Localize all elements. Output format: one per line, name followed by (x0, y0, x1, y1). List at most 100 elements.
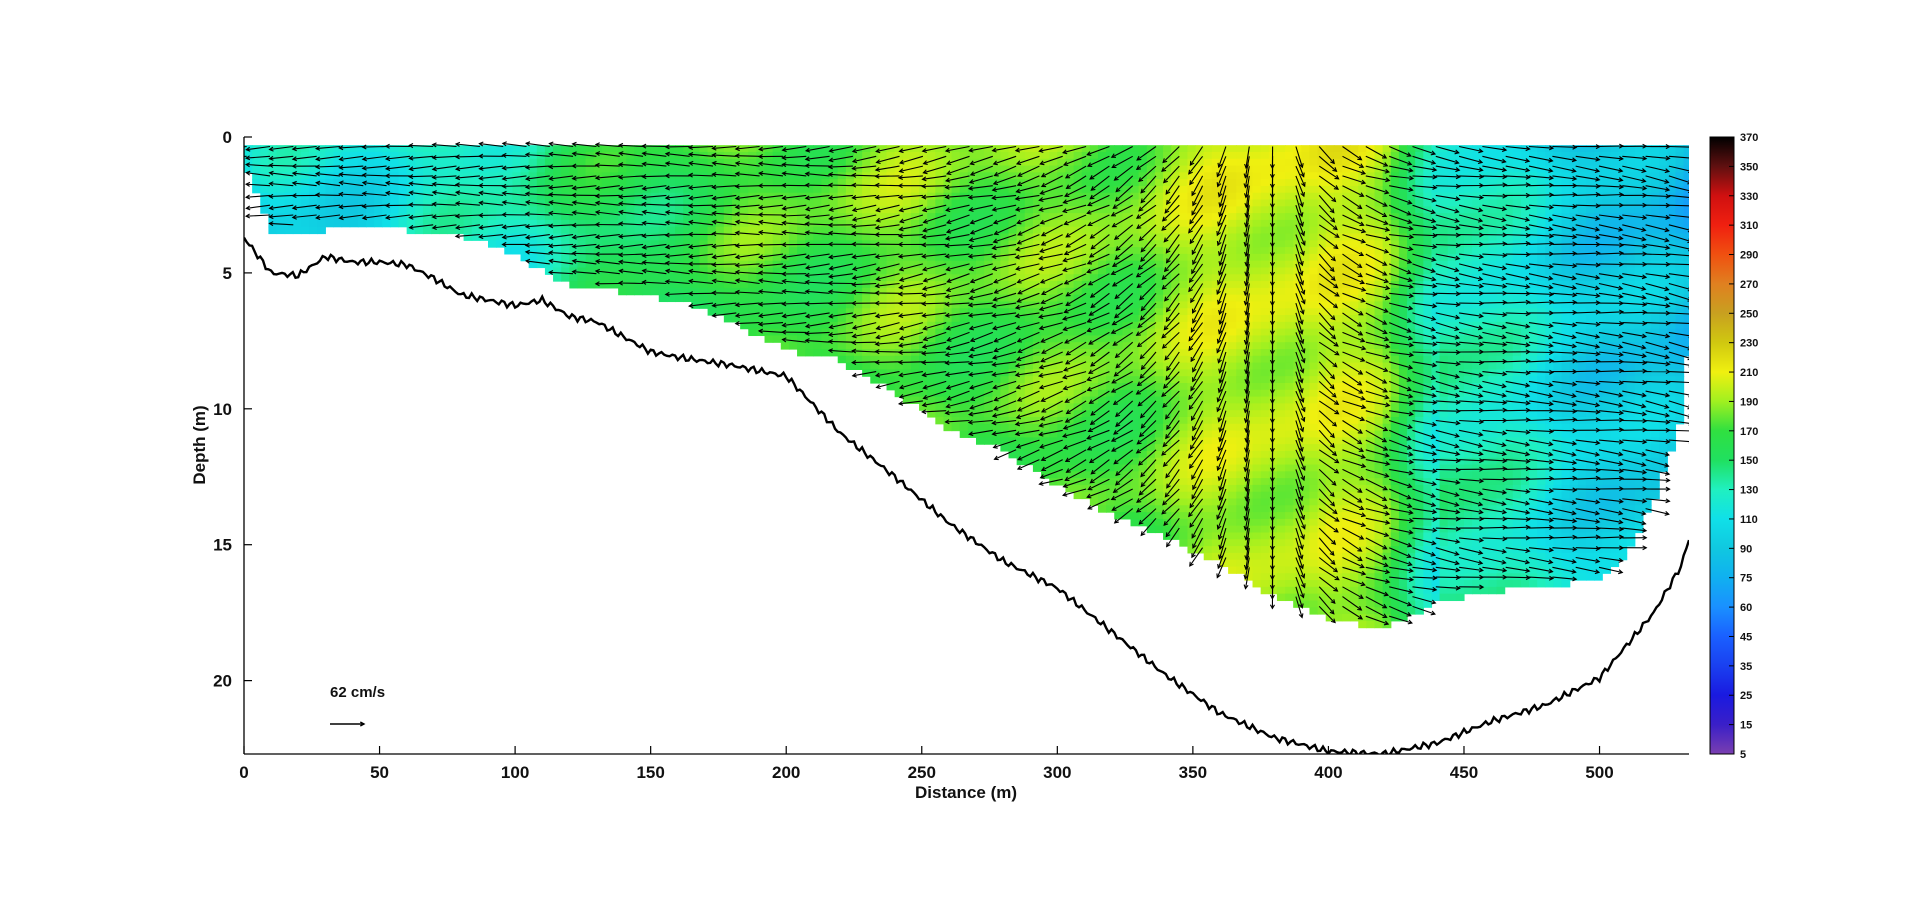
heatmap-cell (1374, 362, 1384, 370)
heatmap-cell (1285, 437, 1294, 445)
heatmap-cell (1350, 484, 1359, 493)
heatmap-cell (992, 240, 1001, 248)
heatmap-cell (431, 226, 440, 235)
heatmap-cell (967, 172, 977, 180)
heatmap-cell (1236, 484, 1245, 493)
heatmap-cell (1089, 335, 1099, 343)
heatmap-cell (1106, 484, 1115, 493)
heatmap-cell (1358, 226, 1367, 235)
heatmap-cell (1211, 382, 1221, 391)
heatmap-cell (748, 226, 757, 235)
heatmap-cell (927, 410, 936, 418)
heatmap-cell (1252, 498, 1262, 506)
heatmap-cell (601, 281, 611, 289)
heatmap-cell (805, 206, 814, 214)
heatmap-cell (422, 192, 432, 201)
heatmap-cell (406, 185, 416, 194)
heatmap-cell (723, 213, 733, 221)
heatmap-cell (699, 145, 709, 153)
heatmap-cell (1163, 376, 1172, 384)
heatmap-cell (1374, 546, 1384, 554)
heatmap-cell (919, 301, 928, 309)
heatmap-cell (1374, 335, 1384, 343)
heatmap-cell (1236, 362, 1245, 370)
heatmap-cell (544, 233, 554, 241)
heatmap-cell (1032, 342, 1042, 350)
heatmap-cell (910, 151, 920, 160)
heatmap-cell (1008, 328, 1018, 337)
heatmap-cell (1130, 294, 1140, 303)
heatmap-cell (1358, 308, 1367, 316)
heatmap-cell (601, 199, 611, 207)
heatmap-cell (1081, 478, 1091, 486)
heatmap-cell (829, 206, 839, 214)
heatmap-cell (1325, 281, 1335, 289)
heatmap-cell (1171, 172, 1180, 180)
heatmap-cell (1211, 423, 1221, 432)
heatmap-cell (878, 342, 888, 350)
heatmap-cell (276, 165, 286, 173)
heatmap-cell (951, 219, 961, 228)
heatmap-cell (1374, 287, 1384, 296)
heatmap-cell (601, 274, 611, 282)
heatmap-cell (1154, 240, 1164, 248)
heatmap-cell (1317, 349, 1327, 357)
heatmap-cell (1049, 185, 1058, 194)
heatmap-cell (1008, 410, 1018, 418)
heatmap-cell (1008, 396, 1018, 404)
heatmap-cell (1260, 199, 1270, 207)
heatmap-cell (1333, 498, 1343, 506)
heatmap-cell (609, 240, 619, 248)
heatmap-cell (1041, 260, 1050, 269)
heatmap-cell (1228, 192, 1237, 201)
heatmap-cell (837, 247, 847, 255)
heatmap-cell (609, 192, 619, 201)
heatmap-cell (601, 151, 611, 160)
heatmap-cell (910, 355, 920, 364)
heatmap-cell (1244, 267, 1254, 275)
heatmap-cell (1130, 226, 1140, 235)
heatmap-cell (772, 185, 782, 194)
heatmap-cell (1187, 518, 1197, 527)
heatmap-cell (1252, 349, 1262, 357)
heatmap-cell (797, 315, 806, 323)
heatmap-cell (1195, 512, 1205, 520)
heatmap-cell (1187, 457, 1197, 466)
heatmap-cell (1236, 335, 1245, 343)
heatmap-cell (927, 145, 936, 153)
heatmap-cell (1179, 233, 1189, 241)
heatmap-cell (1187, 389, 1197, 398)
heatmap-cell (992, 301, 1001, 309)
heatmap-cell (1268, 559, 1278, 568)
heatmap-cell (902, 321, 912, 330)
heatmap-cell (984, 294, 993, 303)
heatmap-cell (1366, 430, 1376, 438)
heatmap-cell (1260, 253, 1270, 262)
heatmap-cell (788, 158, 798, 167)
heatmap-cell (1163, 301, 1172, 309)
heatmap-cell (984, 308, 993, 316)
heatmap-cell (1293, 464, 1302, 472)
heatmap-cell (1341, 416, 1351, 425)
heatmap-cell (1130, 423, 1140, 432)
heatmap-cell (1285, 457, 1294, 466)
heatmap-cell (561, 274, 570, 282)
heatmap-cell (374, 158, 383, 167)
heatmap-cell (740, 294, 749, 303)
heatmap-cell (634, 260, 644, 269)
heatmap-cell (1382, 389, 1392, 398)
heatmap-cell (374, 145, 383, 153)
heatmap-cell (927, 308, 936, 316)
heatmap-cell (1089, 206, 1099, 214)
heatmap-cell (1195, 185, 1205, 194)
heatmap-cell (414, 158, 424, 167)
heatmap-cell (536, 172, 546, 180)
heatmap-cell (862, 199, 871, 207)
heatmap-cell (1276, 151, 1286, 160)
heatmap-cell (1179, 362, 1189, 370)
heatmap-cell (520, 226, 530, 235)
heatmap-cell (1138, 179, 1148, 187)
heatmap-cell (862, 294, 871, 303)
heatmap-cell (626, 151, 635, 160)
heatmap-cell (1041, 423, 1050, 432)
